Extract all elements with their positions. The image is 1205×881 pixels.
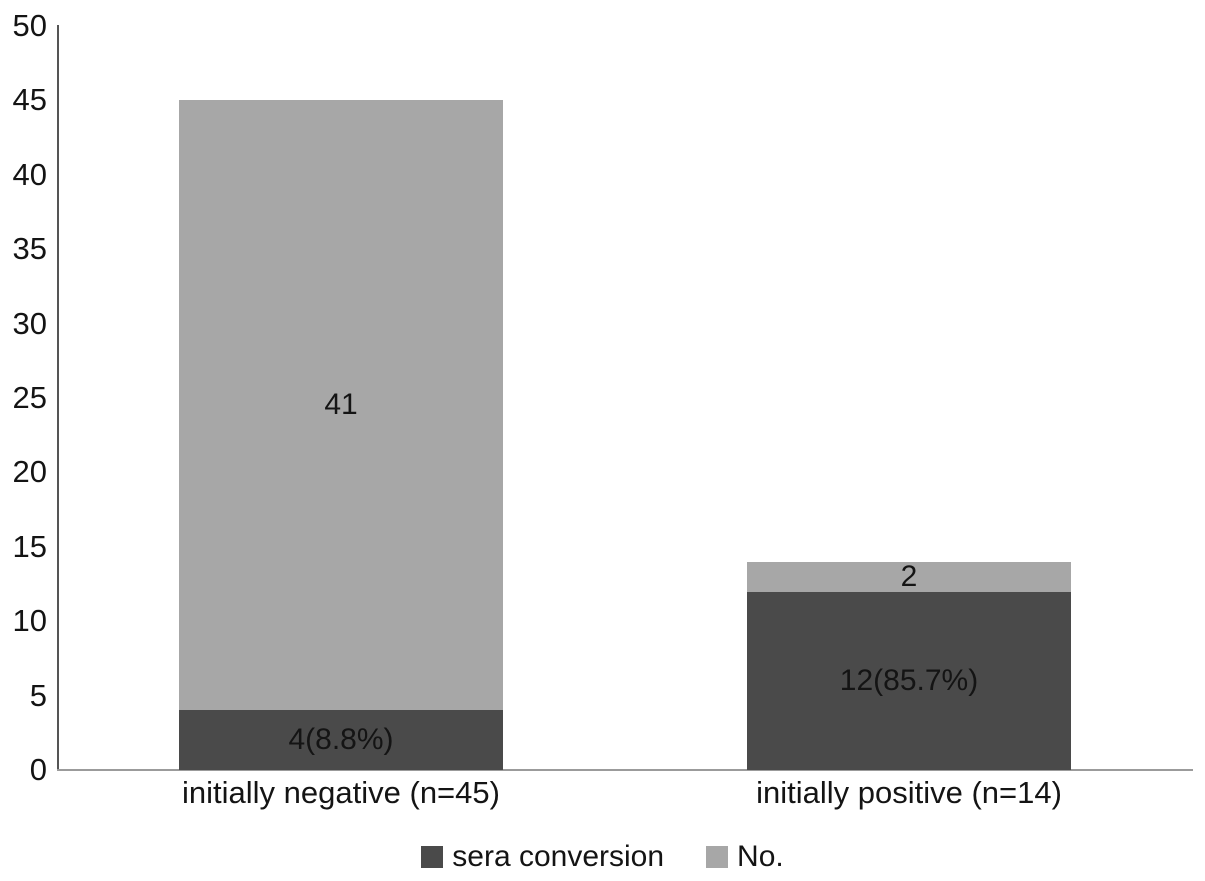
legend-label: sera conversion [452,840,665,873]
bar-value-label: 12(85.7%) [839,663,979,697]
bar-segment-no: 2 [747,562,1071,592]
y-tick-label: 30 [12,305,47,341]
bar-segment-sera-conversion: 4(8.8%) [179,710,503,770]
y-tick-label: 5 [29,677,47,713]
y-tick-label: 15 [12,528,47,564]
y-axis-line [57,25,59,771]
bar-value-label: 41 [324,388,358,421]
legend-item: sera conversion [421,841,664,873]
y-tick-label: 25 [12,380,47,415]
legend-label: No. [737,840,784,873]
bar-value-label: 4(8.8%) [288,723,394,756]
y-tick-label: 40 [12,156,47,192]
legend-item: No. [706,841,784,873]
y-tick-label: 0 [29,752,47,787]
y-tick-label: 35 [12,231,47,267]
y-tick-label: 45 [12,82,47,118]
x-category-label: initially negative (n=45) [182,775,500,810]
x-axis-line [57,769,1193,771]
y-tick-label: 10 [12,603,47,639]
legend: sera conversion No. [0,841,1205,873]
y-tick-label: 50 [12,8,47,43]
legend-swatch-icon [706,846,729,868]
legend-swatch-icon [421,846,444,868]
x-category-label: initially positive (n=14) [756,775,1062,810]
bar-value-label: 2 [900,560,918,593]
bar-segment-no: 41 [179,100,503,710]
bar-segment-sera-conversion: 12(85.7%) [747,591,1071,770]
y-tick-label: 20 [12,454,47,490]
